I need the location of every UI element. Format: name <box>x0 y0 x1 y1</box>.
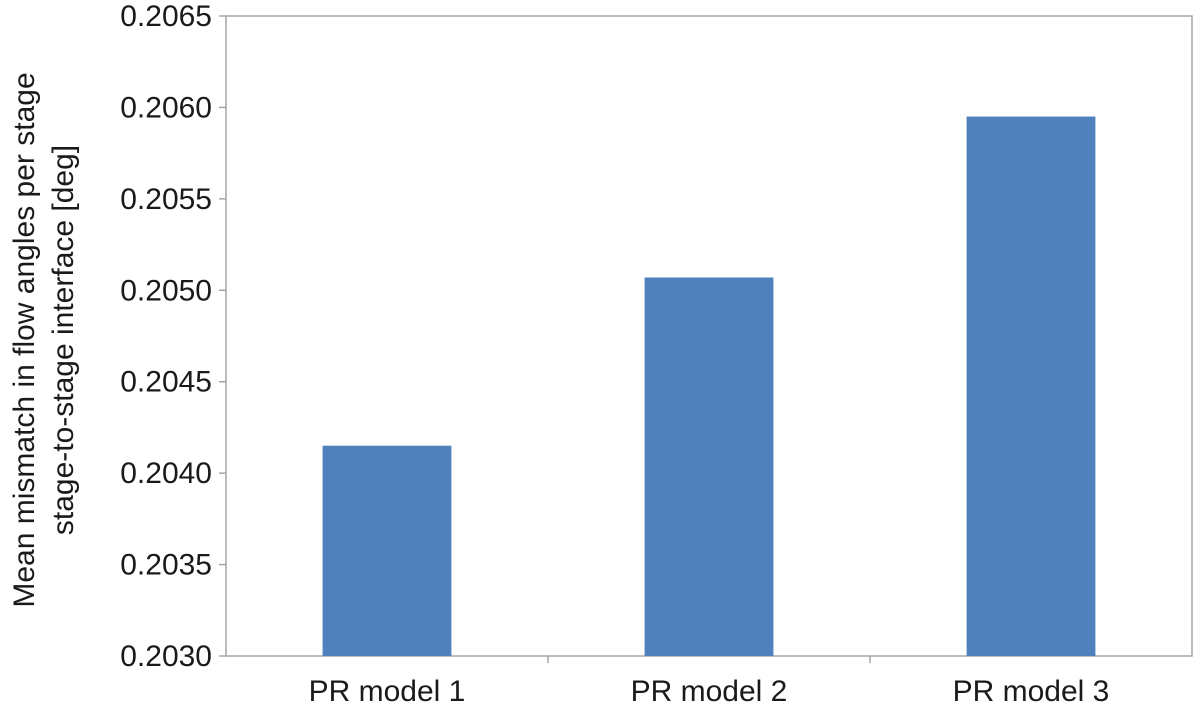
bar-2 <box>644 277 774 656</box>
bar-3 <box>966 116 1096 657</box>
y-axis-ticks <box>219 15 226 657</box>
x-tick-label: PR model 3 <box>953 675 1110 708</box>
y-tick-label: 0.2055 <box>120 183 212 216</box>
y-tick-label: 0.2045 <box>120 366 212 399</box>
y-tick-label: 0.2050 <box>120 274 212 307</box>
plot-area <box>219 15 1193 663</box>
y-axis-label-line-2: stage-to-stage interface [deg] <box>47 145 80 535</box>
bar-1 <box>322 445 452 656</box>
y-tick-label: 0.2040 <box>120 457 212 490</box>
bars <box>322 116 1096 657</box>
x-tick-label: PR model 2 <box>631 675 788 708</box>
y-tick-label: 0.2030 <box>120 640 212 673</box>
y-axis-label-line-1: Mean mismatch in flow angles per stage <box>8 72 41 607</box>
y-tick-label: 0.2060 <box>120 91 212 124</box>
x-axis-ticks <box>547 656 871 663</box>
x-axis-tick-labels: PR model 1 PR model 2 PR model 3 <box>309 675 1110 708</box>
y-tick-label: 0.2035 <box>120 549 212 582</box>
y-tick-label: 0.2065 <box>120 0 212 33</box>
y-axis-tick-labels: 0.2030 0.2035 0.2040 0.2045 0.2050 0.2055 0.20… <box>120 0 212 673</box>
x-tick-label: PR model 1 <box>309 675 466 708</box>
